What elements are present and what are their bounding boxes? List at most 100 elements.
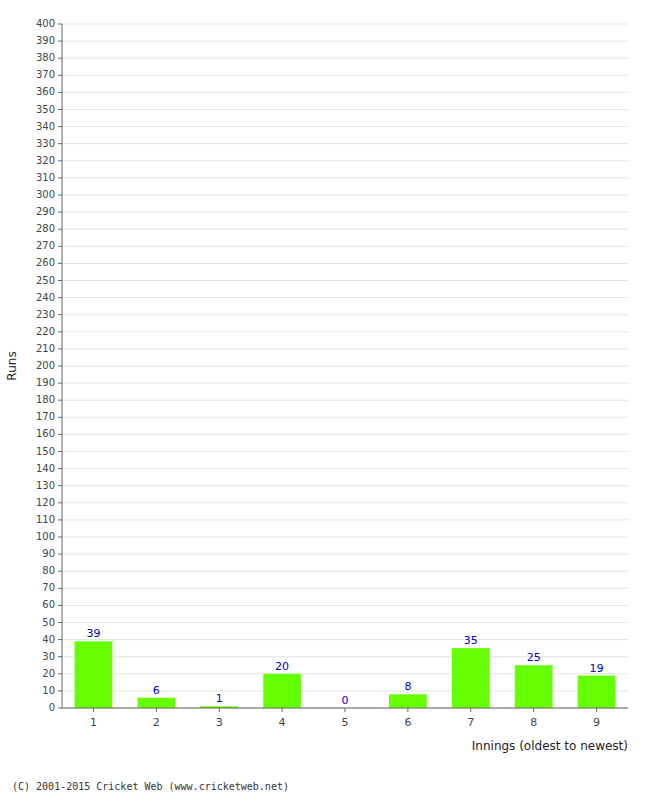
x-tick-label: 1	[90, 716, 97, 729]
y-tick-label: 340	[36, 121, 55, 132]
x-tick	[282, 708, 283, 712]
y-tick	[58, 41, 62, 42]
y-tick-label: 90	[42, 548, 55, 559]
y-tick	[58, 143, 62, 144]
grid-line	[62, 41, 628, 42]
y-tick-label: 10	[42, 685, 55, 696]
grid-line	[62, 451, 628, 452]
x-tick-label: 8	[530, 716, 537, 729]
y-tick-label: 220	[36, 326, 55, 337]
y-tick-label: 150	[36, 446, 55, 457]
grid-line	[62, 58, 628, 59]
data-label: 1	[216, 692, 223, 705]
y-tick	[58, 400, 62, 401]
y-tick-label: 200	[36, 360, 55, 371]
x-tick-label: 9	[593, 716, 600, 729]
x-tick	[407, 708, 408, 712]
y-tick	[58, 280, 62, 281]
y-tick	[58, 502, 62, 503]
bar	[389, 694, 427, 708]
data-label: 20	[275, 660, 289, 673]
grid-line	[62, 400, 628, 401]
grid-line	[62, 417, 628, 418]
y-tick-label: 230	[36, 309, 55, 320]
y-tick	[58, 605, 62, 606]
y-tick-label: 0	[49, 702, 55, 713]
y-tick-label: 400	[36, 18, 55, 29]
y-tick	[58, 195, 62, 196]
x-tick	[596, 708, 597, 712]
y-tick-label: 390	[36, 35, 55, 46]
grid-line	[62, 348, 628, 349]
footer: (C) 2001-2015 Cricket Web (www.cricketwe…	[12, 781, 289, 792]
x-tick	[93, 708, 94, 712]
y-tick	[58, 571, 62, 572]
y-tick	[58, 519, 62, 520]
grid-line	[62, 126, 628, 127]
bars	[75, 641, 616, 708]
y-tick	[58, 708, 62, 709]
x-tick-label: 5	[342, 716, 349, 729]
x-tick	[219, 708, 220, 712]
y-tick-label: 60	[42, 599, 55, 610]
grid-line	[62, 366, 628, 367]
x-tick-label: 7	[467, 716, 474, 729]
y-tick	[58, 690, 62, 691]
bar	[515, 665, 553, 708]
grid-line	[62, 639, 628, 640]
y-tick	[58, 246, 62, 247]
data-label: 39	[86, 627, 100, 640]
y-tick	[58, 348, 62, 349]
grid-line	[62, 588, 628, 589]
x-tick-label: 3	[216, 716, 223, 729]
grid-line	[62, 383, 628, 384]
y-tick-label: 330	[36, 138, 55, 149]
y-tick	[58, 75, 62, 76]
grid-line	[62, 246, 628, 247]
y-tick-label: 70	[42, 582, 55, 593]
data-label: 35	[464, 634, 478, 647]
grid-line	[62, 571, 628, 572]
bar	[137, 698, 175, 708]
grid-line	[62, 263, 628, 264]
x-tick	[470, 708, 471, 712]
data-labels: 39612008352519	[86, 627, 603, 707]
grid-line	[62, 314, 628, 315]
grid-line	[62, 75, 628, 76]
grid-line	[62, 177, 628, 178]
y-tick-label: 260	[36, 257, 55, 268]
grid-line	[62, 622, 628, 623]
y-tick	[58, 639, 62, 640]
y-tick-label: 310	[36, 172, 55, 183]
y-tick-label: 140	[36, 463, 55, 474]
y-tick	[58, 229, 62, 230]
x-tick	[345, 708, 346, 712]
y-tick-label: 210	[36, 343, 55, 354]
x-axis: 123456789	[90, 708, 600, 729]
y-tick-label: 180	[36, 394, 55, 405]
y-tick	[58, 177, 62, 178]
grid-line	[62, 605, 628, 606]
y-axis-label: Runs	[5, 351, 19, 380]
chart-container: 0102030405060708090100110120130140150160…	[0, 0, 650, 800]
y-tick	[58, 656, 62, 657]
bar	[263, 674, 301, 708]
y-tick-label: 270	[36, 240, 55, 251]
grid-line	[62, 537, 628, 538]
grid-line	[62, 502, 628, 503]
y-tick	[58, 588, 62, 589]
x-tick	[533, 708, 534, 712]
y-tick	[58, 109, 62, 110]
y-tick	[58, 297, 62, 298]
bar	[452, 648, 490, 708]
y-tick	[58, 468, 62, 469]
data-label: 0	[342, 694, 349, 707]
y-tick-label: 350	[36, 104, 55, 115]
grid-line	[62, 554, 628, 555]
grid-line	[62, 280, 628, 281]
grid-line	[62, 24, 628, 25]
grid-line	[62, 195, 628, 196]
y-axis-line	[62, 24, 63, 708]
y-tick-label: 300	[36, 189, 55, 200]
y-tick-label: 280	[36, 223, 55, 234]
